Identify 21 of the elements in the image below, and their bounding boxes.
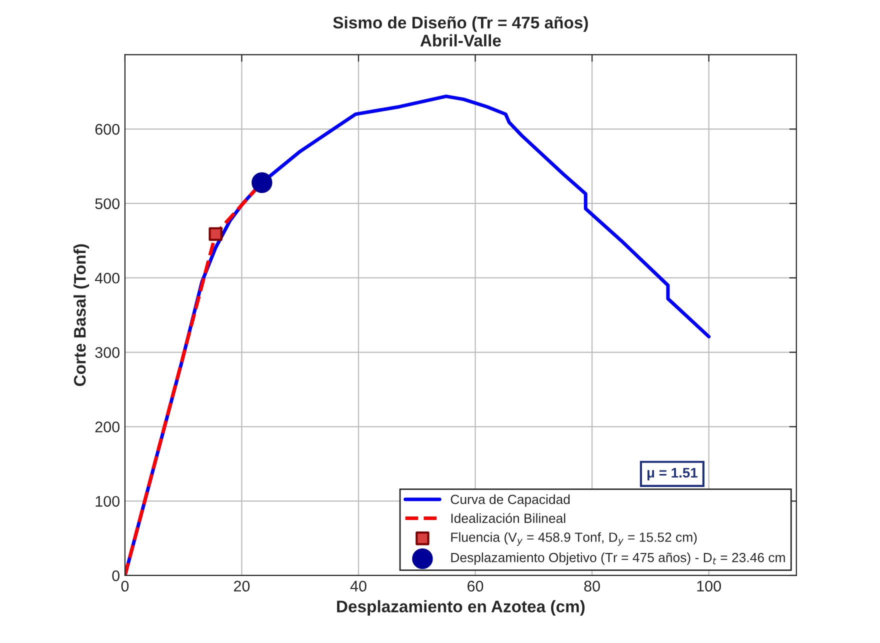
- x-tick-label: 20: [234, 580, 250, 592]
- x-tick-label: 100: [697, 580, 721, 592]
- legend-label: Curva de Capacidad: [450, 494, 570, 507]
- x-axis-title: Desplazamiento en Azotea (cm): [337, 600, 585, 616]
- legend-label: Desplazamiento Objetivo (Tr = 475 años) - D$_{t}$ = 23.46 cm: [451, 552, 785, 565]
- y-tick-label: 200: [95, 422, 120, 432]
- annotation: μ = 1.51: [647, 468, 698, 480]
- chart-title: Sismo de Diseño (Tr = 475 años) Abril-Valle: [333, 16, 588, 46]
- x-tick-label: 60: [468, 580, 484, 592]
- legend-label: Idealización Bilineal: [451, 513, 566, 523]
- y-tick-label: 600: [95, 124, 120, 135]
- y-tick-label: 100: [96, 496, 120, 507]
- y-tick-label: 400: [94, 272, 120, 284]
- x-tick-label: 80: [584, 580, 600, 592]
- y-tick-label: 0: [112, 570, 120, 582]
- x-tick-label: 0: [121, 580, 129, 592]
- y-tick-label: 300: [95, 347, 120, 358]
- x-tick-label: 40: [350, 580, 366, 592]
- legend-label: Fluencia (V$_{y}$ = 458.9 Tonf, D$_{y}$ = 15.52 cm): [451, 532, 697, 546]
- y-tick-label: 500: [95, 198, 120, 210]
- y-axis-title: Corte Basal (Tonf): [74, 244, 90, 386]
